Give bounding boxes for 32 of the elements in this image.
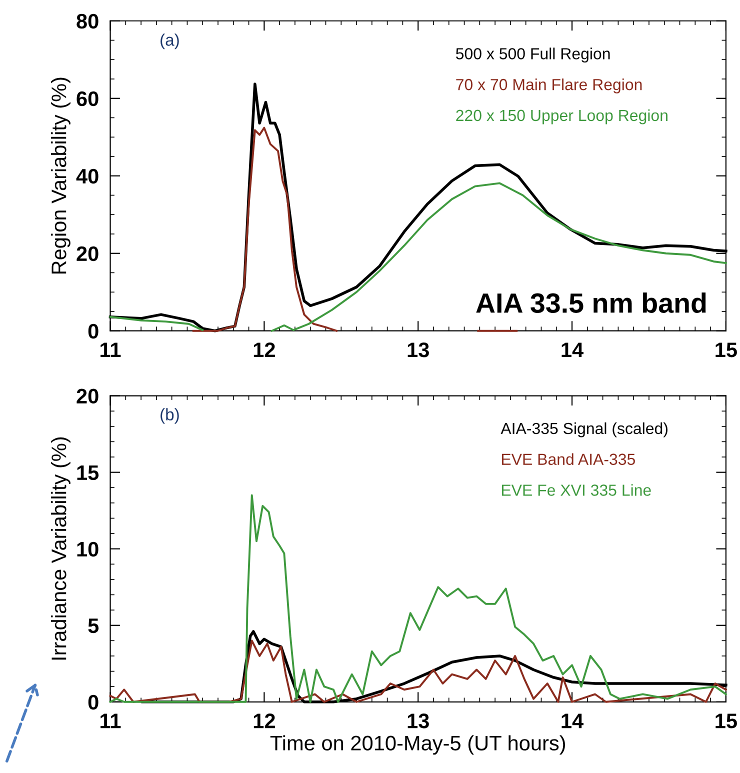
- y-tick-label: 60: [76, 91, 98, 106]
- text: EVE Band AIA-335: [502, 453, 635, 465]
- x-tick-label: 15: [716, 714, 737, 728]
- x-tick-label: 13: [408, 342, 429, 358]
- x-tick-label: 14: [562, 342, 584, 358]
- text: 220 x 150 Upper Loop Region: [456, 109, 668, 124]
- x-tick-label: 12: [254, 342, 275, 358]
- text: 70 x 70 Main Flare Region: [456, 78, 642, 94]
- y-tick-label: 10: [77, 542, 98, 557]
- x-tick-label: 12: [254, 714, 275, 728]
- text: EVE Fe XVI 335 Line: [502, 484, 651, 496]
- legend-label: AIA-335 Signal (scaled): [500, 422, 668, 438]
- x-axis-title: Time on 2010-May-5 (UT hours): [270, 735, 566, 755]
- x-tick-label: 11: [100, 342, 121, 358]
- x-tick-label: 14: [562, 714, 584, 728]
- x-tick-label: 15: [716, 342, 737, 358]
- x-tick-label: 11: [100, 714, 121, 728]
- y-tick-label: 40: [76, 168, 98, 184]
- x-tick-label: 13: [408, 714, 429, 728]
- legend-label: 500 x 500 Full Region: [456, 48, 610, 63]
- y-tick-label: 0: [88, 694, 98, 710]
- y-tick-label: 0: [88, 324, 98, 339]
- annotation: AIA 33.5 nm band: [476, 292, 706, 313]
- y-axis-title: Irradiance Variability (%): [51, 437, 70, 660]
- y-axis-title: Region Variability (%): [51, 78, 70, 274]
- annotation: (a): [160, 34, 179, 50]
- y-tick-label: 5: [88, 618, 99, 634]
- annotation: (b): [160, 408, 179, 424]
- y-tick-label: 15: [77, 466, 99, 480]
- y-tick-label: 80: [76, 14, 98, 29]
- y-tick-label: 20: [76, 388, 98, 404]
- y-tick-label: 20: [76, 246, 98, 262]
